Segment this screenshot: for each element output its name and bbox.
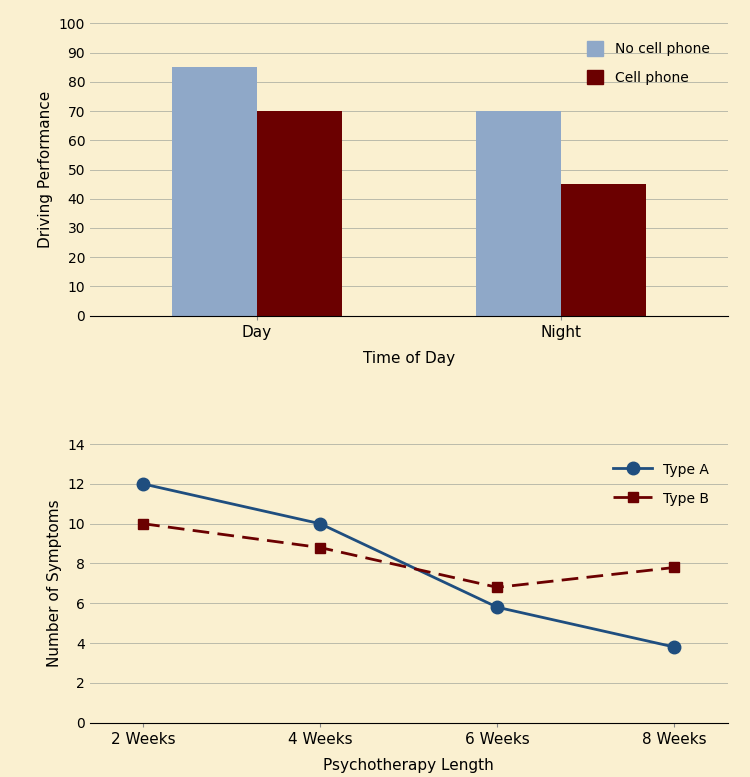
Line: Type B: Type B	[138, 519, 680, 592]
Y-axis label: Driving Performance: Driving Performance	[38, 91, 53, 248]
Bar	[257, 111, 342, 315]
Type A	[493, 603, 502, 612]
Legend: Type A, Type B: Type A, Type B	[602, 451, 721, 517]
Type A	[670, 643, 679, 652]
Type A	[139, 479, 148, 489]
Type A	[316, 519, 325, 528]
X-axis label: Psychotherapy Length: Psychotherapy Length	[323, 758, 494, 773]
Line: Type A: Type A	[136, 478, 681, 653]
Legend: No cell phone, Cell phone: No cell phone, Cell phone	[576, 30, 721, 96]
Bar	[476, 111, 560, 315]
Type B	[493, 583, 502, 592]
Bar	[560, 184, 646, 315]
Type B	[316, 543, 325, 552]
Bar	[172, 67, 257, 315]
Type B	[139, 519, 148, 528]
X-axis label: Time of Day: Time of Day	[363, 351, 454, 366]
Type B	[670, 563, 679, 572]
Y-axis label: Number of Symptoms: Number of Symptoms	[47, 500, 62, 667]
